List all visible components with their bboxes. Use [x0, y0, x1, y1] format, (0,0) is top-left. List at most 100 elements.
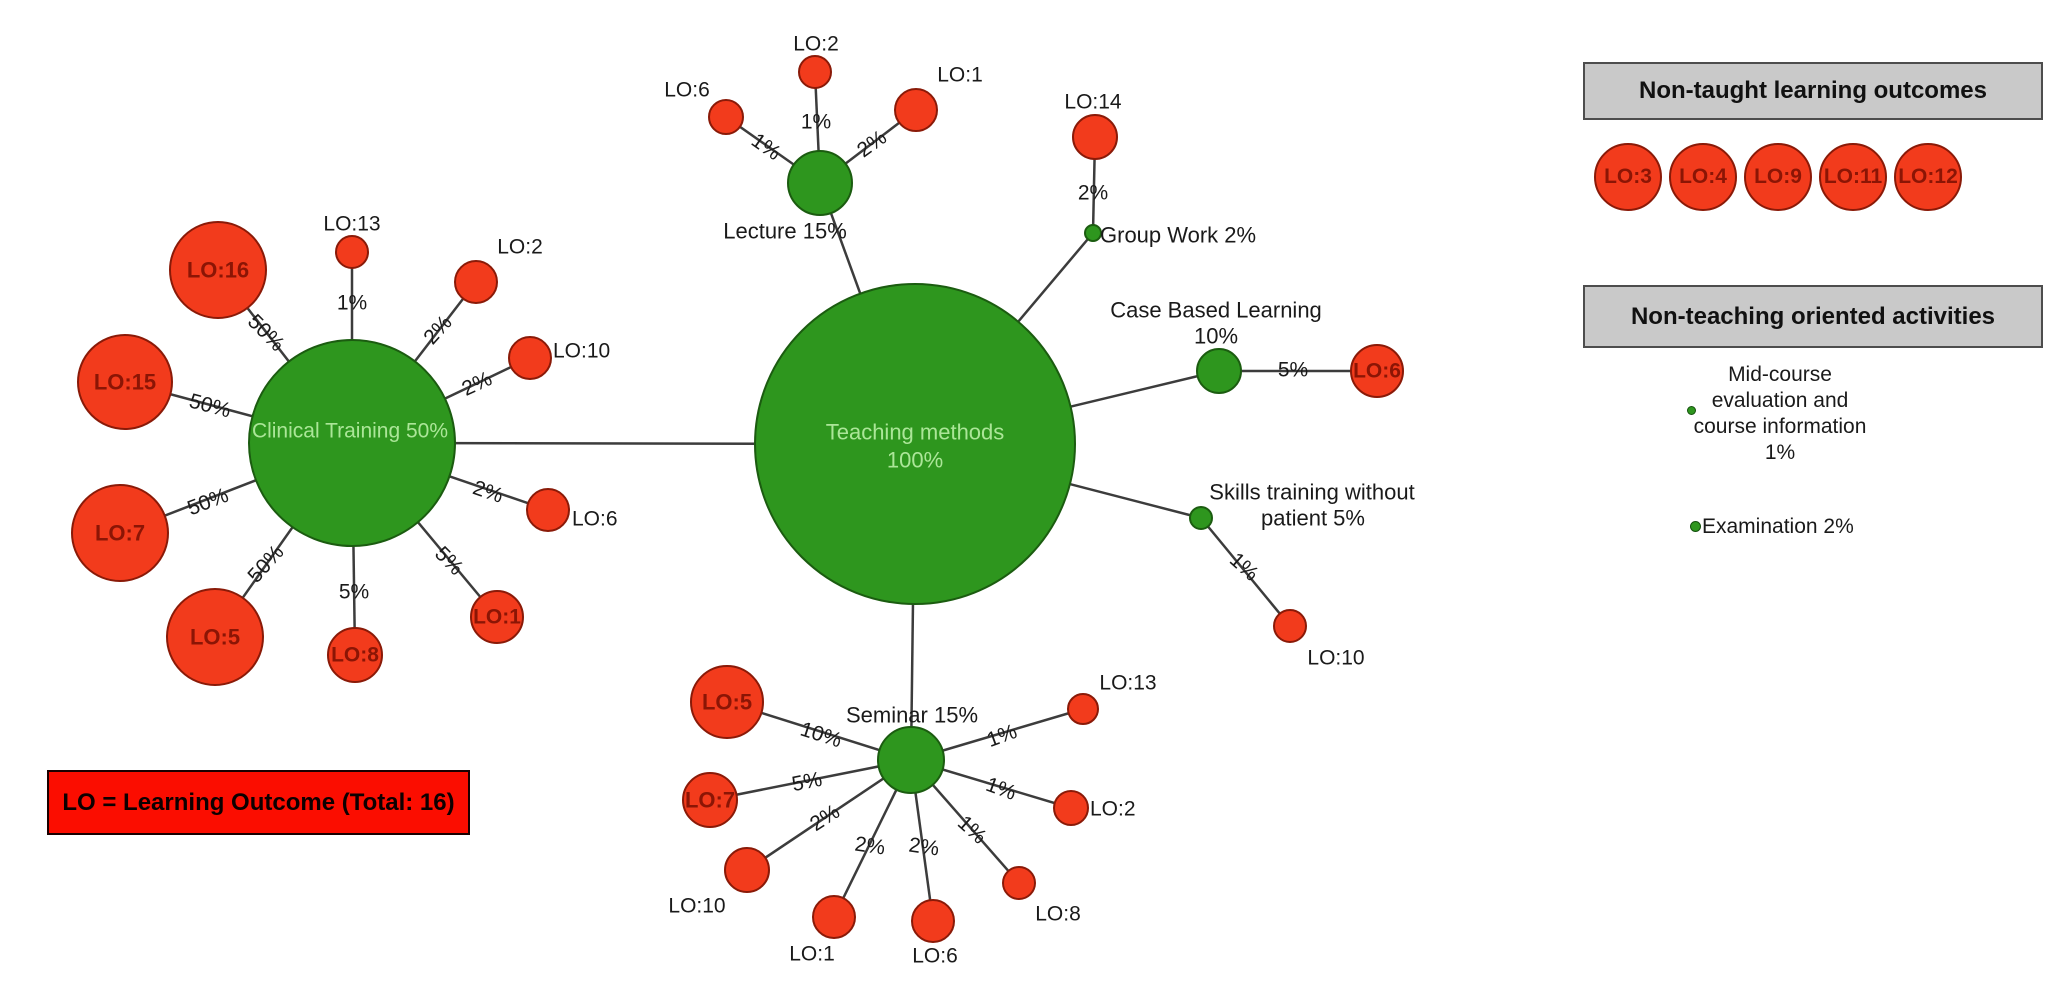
- node-cl_lo16: [169, 221, 267, 319]
- edge-label-seminar-sem_lo5: 10%: [797, 718, 844, 753]
- node-label-cl_lo2: LO:2: [497, 236, 543, 259]
- mid-course-activity: Mid-course evaluation and course informa…: [1660, 362, 1900, 466]
- node-cl_lo15: [77, 334, 173, 430]
- node-label-groupwork: Group Work 2%: [1100, 223, 1256, 248]
- node-skills: [1189, 506, 1213, 530]
- node-sem_lo10: [724, 847, 770, 893]
- non-taught-panel-header: Non-taught learning outcomes: [1583, 62, 2043, 120]
- node-label-cl_lo10: LO:10: [553, 340, 610, 363]
- mid-course-line-1: Mid-course: [1728, 363, 1832, 386]
- node-cl_lo1: [470, 590, 524, 644]
- node-cl_lo10: [508, 336, 552, 380]
- examination-dot-icon: [1690, 521, 1701, 532]
- node-gw_lo14: [1072, 114, 1118, 160]
- node-cbl: [1196, 348, 1242, 394]
- node-st_lo10: [1273, 609, 1307, 643]
- node-lec_lo2: [798, 55, 832, 89]
- node-label-sem_lo6: LO:6: [912, 945, 958, 968]
- edge-label-clinical-cl_lo10: 2%: [458, 367, 495, 401]
- non-taught-outcome-circle: LO:11: [1819, 143, 1887, 211]
- node-label-lec_lo2: LO:2: [793, 33, 839, 56]
- edge-label-clinical-cl_lo16: 50%: [243, 310, 289, 356]
- node-label-cbl_lo6: LO:6: [1353, 360, 1401, 383]
- edge-label-clinical-cl_lo7: 50%: [184, 484, 231, 521]
- node-label-cl_lo1: LO:1: [473, 606, 521, 629]
- mid-course-line-4: 1%: [1764, 441, 1796, 464]
- examination-activity: Examination 2%: [1702, 515, 1854, 538]
- node-label-lec_lo1: LO:1: [937, 64, 983, 87]
- mid-course-dot-icon: [1687, 406, 1696, 415]
- node-label-cbl: Case Based Learning: [1110, 298, 1322, 323]
- node-label-cl_lo16: LO:16: [187, 258, 249, 283]
- node-sem_lo13: [1067, 693, 1099, 725]
- non-taught-outcome-circle: LO:12: [1894, 143, 1962, 211]
- node-sem_lo2: [1053, 790, 1089, 826]
- edge-label-clinical-cl_lo15: 50%: [187, 389, 234, 422]
- edge-label-cbl-cbl_lo6: 5%: [1278, 359, 1308, 382]
- node-cl_lo2: [454, 260, 498, 304]
- node-label-cl_lo7: LO:7: [95, 521, 145, 546]
- non-taught-outcomes-row: LO:3 LO:4 LO:9 LO:11 LO:12: [1594, 143, 1969, 211]
- node-label-sem_lo10: LO:10: [668, 895, 725, 918]
- node-label-cl_lo6: LO:6: [572, 508, 618, 531]
- node-sem_lo6: [911, 899, 955, 943]
- node-sem_lo8: [1002, 866, 1036, 900]
- node-cbl_lo6: [1350, 344, 1404, 398]
- edge-label-clinical-cl_lo5: 50%: [243, 541, 288, 588]
- node-tm: [754, 283, 1076, 605]
- node-cl_lo7: [71, 484, 169, 582]
- edge-label-seminar-sem_lo7: 5%: [790, 768, 824, 796]
- edge-label-seminar-sem_lo10: 2%: [806, 800, 844, 836]
- node-label-lec_lo6: LO:6: [664, 79, 710, 102]
- edge-label-clinical-cl_lo13: 1%: [337, 292, 367, 315]
- node-cl_lo5: [166, 588, 264, 686]
- node-sem_lo1: [812, 895, 856, 939]
- non-taught-outcome-circle: LO:4: [1669, 143, 1737, 211]
- node-lec_lo6: [708, 99, 744, 135]
- mid-course-line-2: evaluation and: [1711, 389, 1849, 412]
- node-label-seminar: Seminar 15%: [846, 703, 978, 728]
- edge-label-seminar-sem_lo6: 2%: [907, 833, 940, 860]
- node-label-sem_lo8: LO:8: [1035, 903, 1081, 926]
- node-cl_lo8: [327, 627, 383, 683]
- node-label-tm-2: 100%: [887, 448, 943, 473]
- node-label-cl_lo8: LO:8: [331, 644, 379, 667]
- node-cl_lo6: [526, 488, 570, 532]
- edge-skills-st_lo10: [1200, 517, 1291, 627]
- node-label-sem_lo5: LO:5: [702, 690, 752, 715]
- edge-label-lecture-lec_lo2: 1%: [801, 111, 831, 134]
- node-lecture: [787, 150, 853, 216]
- node-seminar: [877, 726, 945, 794]
- edge-label-seminar-sem_lo13: 1%: [984, 720, 1020, 752]
- node-groupwork: [1084, 224, 1102, 242]
- node-label-sem_lo2: LO:2: [1090, 798, 1136, 821]
- mid-course-line-3: course information: [1693, 415, 1867, 438]
- node-sem_lo7: [682, 772, 738, 828]
- node-label-sem_lo1: LO:1: [789, 943, 835, 966]
- edge-seminar-sem_lo7: [709, 758, 912, 802]
- node-cl_lo13: [335, 235, 369, 269]
- node-label-clinical: Clinical Training 50%: [252, 420, 448, 443]
- node-label-sem_lo7: LO:7: [685, 788, 735, 813]
- non-taught-outcome-circle: LO:9: [1744, 143, 1812, 211]
- node-clinical: [248, 339, 456, 547]
- node-lec_lo1: [894, 88, 938, 132]
- node-label-gw_lo14: LO:14: [1064, 91, 1122, 114]
- node-label-cl_lo13: LO:13: [323, 213, 380, 236]
- edge-label-groupwork-gw_lo14: 2%: [1078, 182, 1108, 205]
- edge-label-seminar-sem_lo1: 2%: [853, 832, 886, 859]
- non-teaching-panel-header: Non-teaching oriented activities: [1583, 285, 2043, 348]
- node-label-cl_lo15: LO:15: [94, 370, 156, 395]
- node-label-sem_lo13: LO:13: [1099, 672, 1156, 695]
- lo-note-text: LO = Learning Outcome (Total: 16): [62, 788, 455, 816]
- node-label-tm: Teaching methods: [826, 420, 1005, 445]
- node-label-skills: Skills training without: [1209, 480, 1414, 505]
- non-taught-panel-title: Non-taught learning outcomes: [1639, 77, 1987, 104]
- edge-label-clinical-cl_lo2: 2%: [419, 311, 456, 349]
- node-label-skills-2: patient 5%: [1261, 506, 1365, 531]
- node-label-st_lo10: LO:10: [1307, 647, 1364, 670]
- lo-note-box: LO = Learning Outcome (Total: 16): [47, 770, 470, 835]
- edge-label-clinical-cl_lo8: 5%: [339, 581, 369, 604]
